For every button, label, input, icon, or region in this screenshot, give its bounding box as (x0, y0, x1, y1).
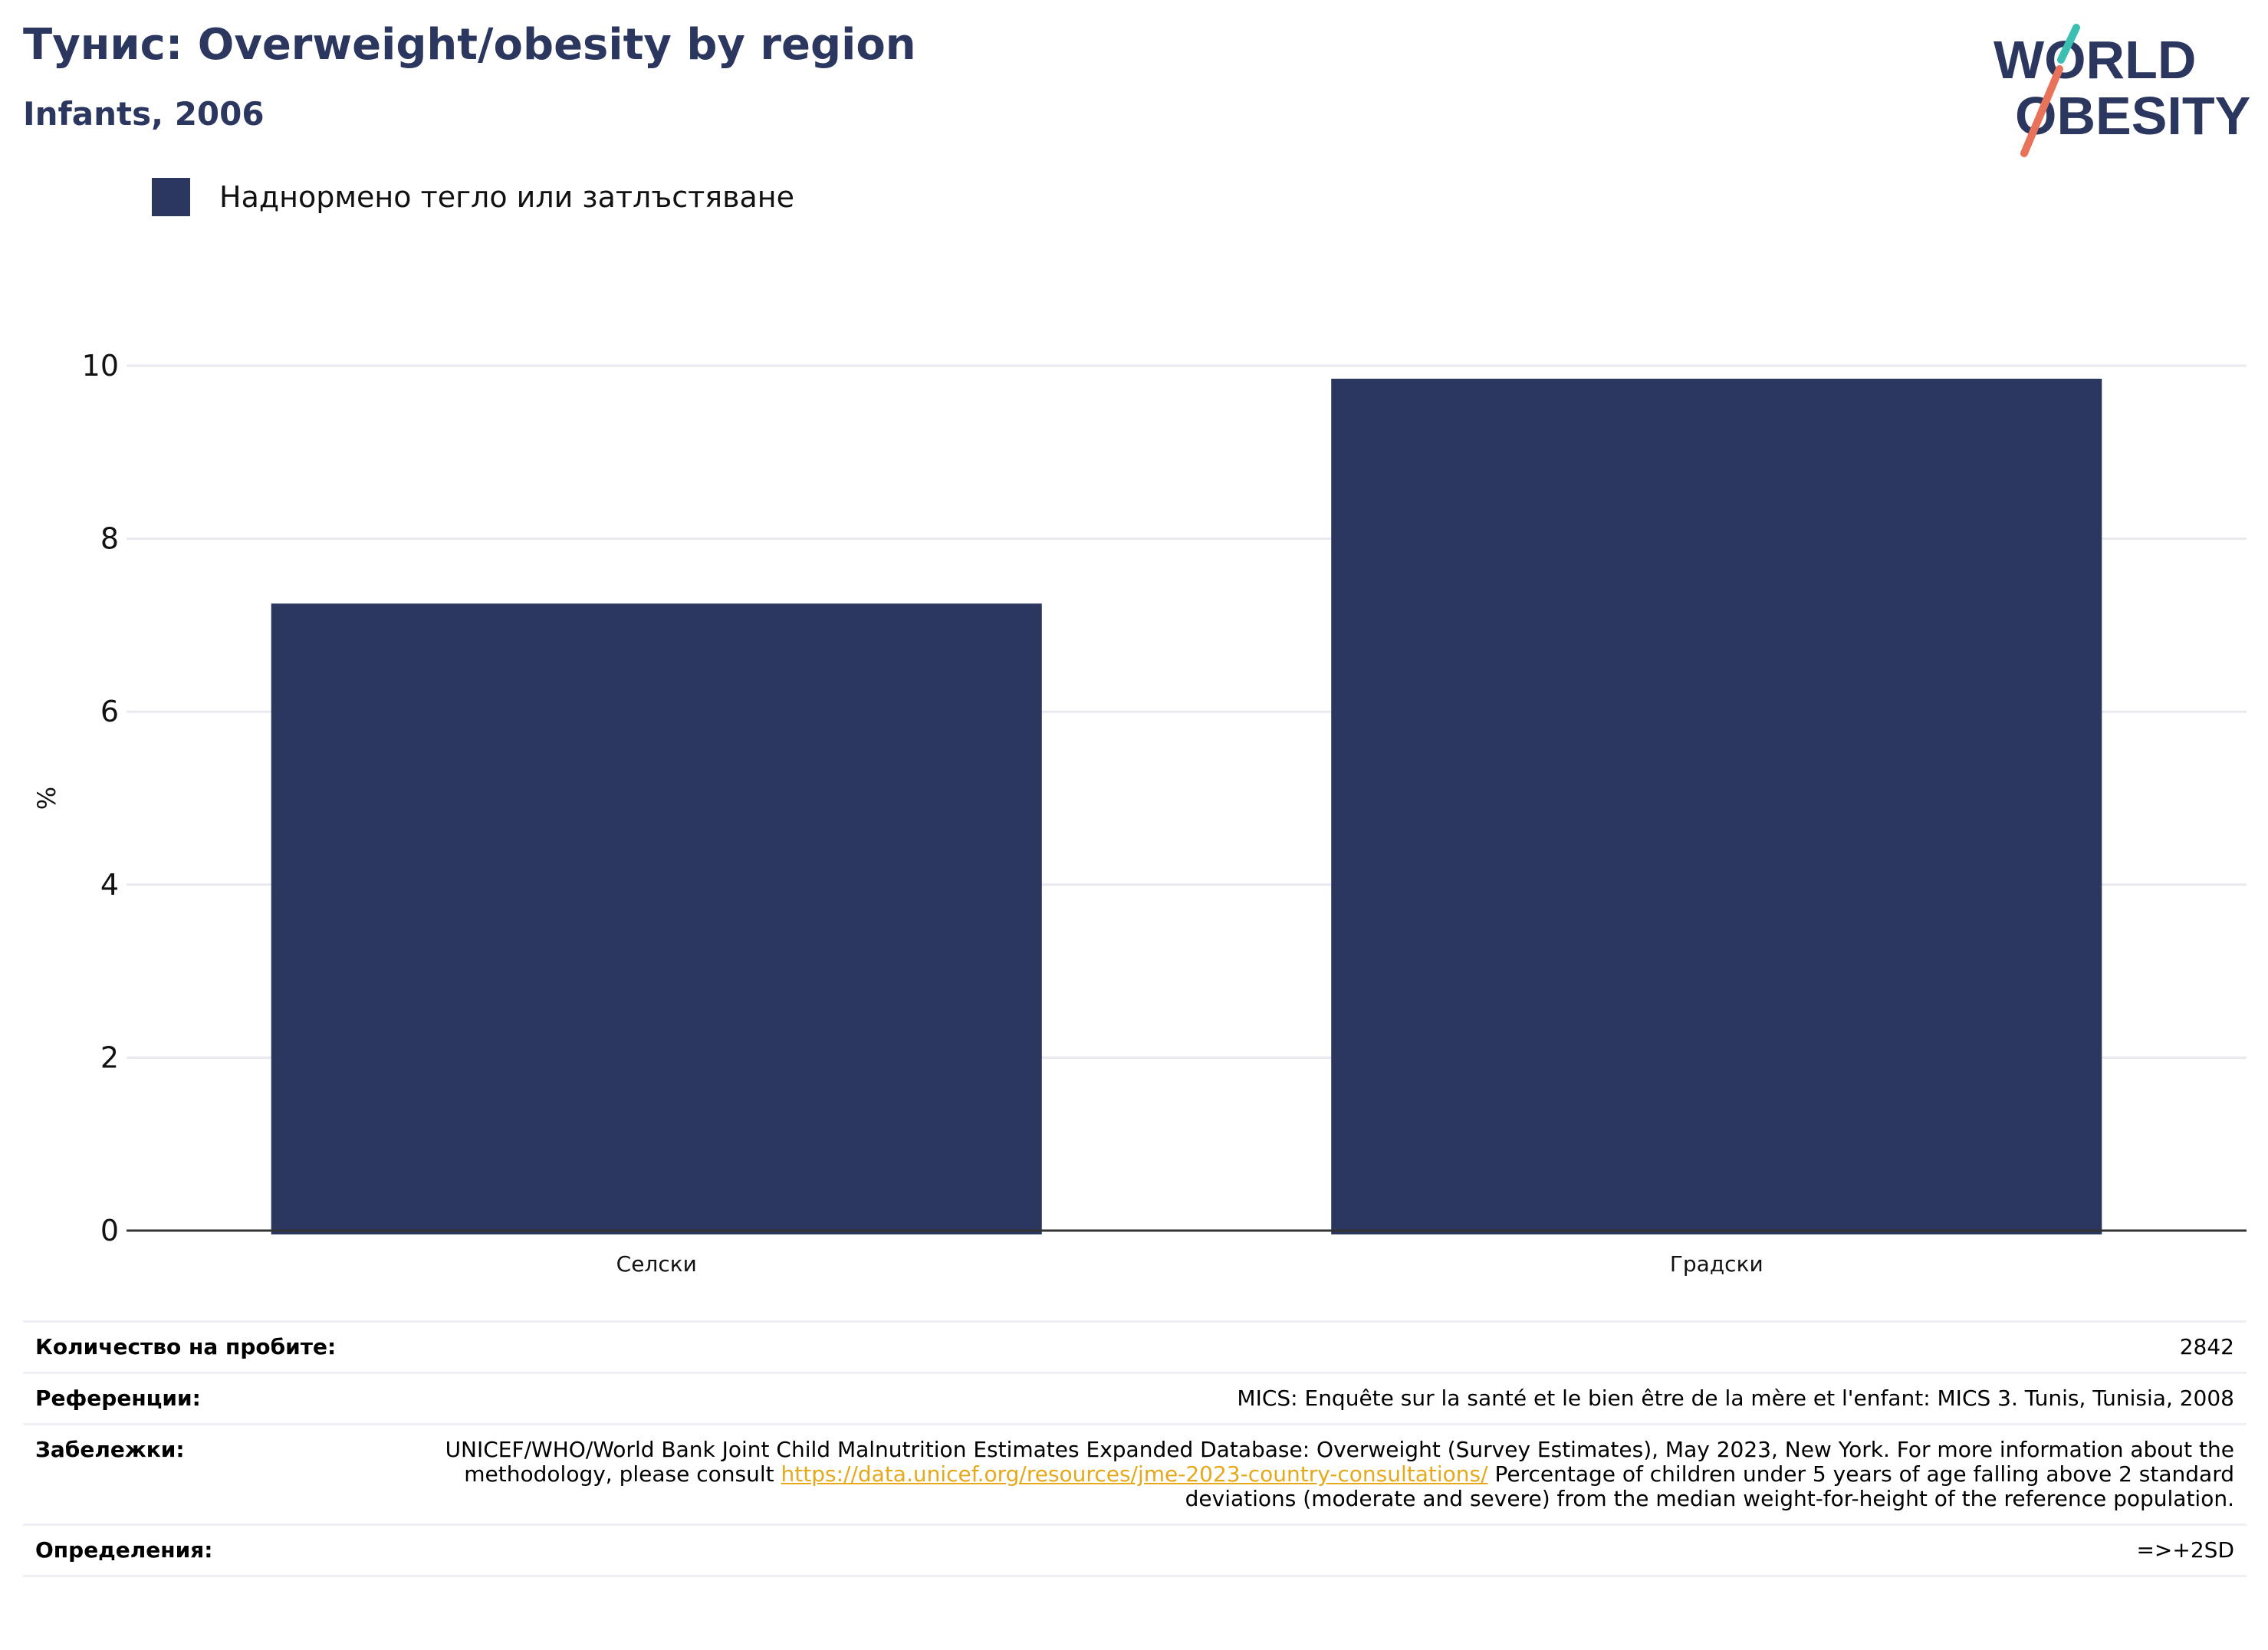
x-tick-label: Селски (616, 1251, 697, 1277)
y-tick-label: 0 (100, 1214, 119, 1247)
notes-text-before: UNICEF/WHO/World Bank Joint Child Malnut… (445, 1437, 2234, 1487)
page-title: Тунис: Overweight/obesity by region (23, 20, 916, 70)
notes-label: Забележки: (35, 1437, 185, 1462)
y-axis-label: % (32, 787, 61, 810)
info-row-sample: Количество на пробите: 2842 (23, 1320, 2247, 1372)
definitions-label: Определения: (35, 1537, 213, 1563)
info-row-notes: Забележки: UNICEF/WHO/World Bank Joint C… (23, 1423, 2247, 1523)
bar (1331, 378, 2102, 1235)
legend-swatch (152, 178, 190, 216)
logo-slash-coral (2020, 65, 2063, 157)
notes-link[interactable]: https://data.unicef.org/resources/jme-20… (781, 1461, 1488, 1487)
notes-value: UNICEF/WHO/World Bank Joint Child Malnut… (419, 1438, 2234, 1511)
legend-label: Наднормено тегло или затлъстяване (219, 180, 794, 214)
y-tick-label: 6 (100, 695, 119, 728)
sample-label: Количество на пробите: (35, 1334, 337, 1359)
y-tick-label: 4 (100, 868, 119, 902)
notes-text-after: Percentage of children under 5 years of … (1185, 1461, 2234, 1511)
bar (271, 603, 1042, 1234)
x-tick-label: Градски (1670, 1251, 1763, 1277)
y-tick-label: 10 (82, 349, 119, 383)
chart-legend: Наднормено тегло или затлъстяване (152, 178, 794, 216)
bar-chart: 0 2 4 6 8 10% Селски Градски (32, 349, 2247, 1277)
references-value: MICS: Enquête sur la santé et le bien êt… (1237, 1385, 2234, 1411)
info-row-references: Референции: MICS: Enquête sur la santé e… (23, 1372, 2247, 1423)
page-subtitle: Infants, 2006 (23, 95, 265, 133)
definitions-value: =>+2SD (2136, 1537, 2234, 1563)
info-row-definitions: Определения: =>+2SD (23, 1523, 2247, 1577)
logo-text-obesity: OBESITY (2015, 86, 2250, 146)
logo-text-world: WORLD (1994, 30, 2196, 90)
info-table: Количество на пробите: 2842 Референции: … (23, 1320, 2247, 1577)
logo-slash-teal (2057, 24, 2080, 64)
references-label: Референции: (35, 1385, 201, 1411)
world-obesity-logo: WORLD OBESITY (1994, 24, 2250, 157)
sample-value: 2842 (2179, 1334, 2234, 1359)
y-tick-label: 8 (100, 522, 119, 556)
y-tick-label: 2 (100, 1040, 119, 1074)
